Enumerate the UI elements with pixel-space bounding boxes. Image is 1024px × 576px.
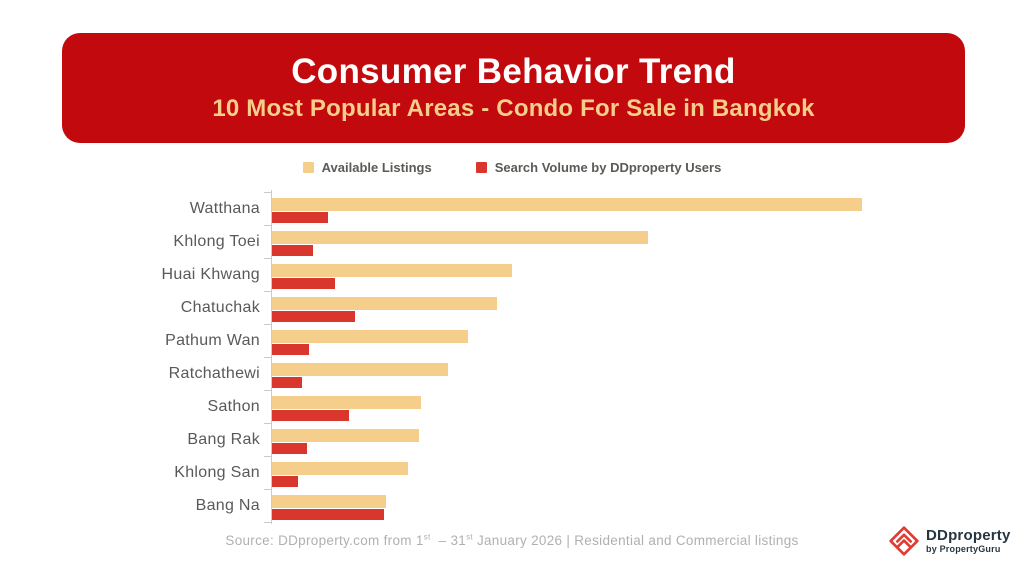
bar-search-volume xyxy=(272,476,298,487)
category-label: Huai Khwang xyxy=(161,266,260,283)
chart-row: Huai Khwang xyxy=(0,258,1024,291)
category-label: Chatuchak xyxy=(180,299,260,316)
axis-tick xyxy=(264,423,271,424)
legend-label-available: Available Listings xyxy=(321,159,432,175)
bar-search-volume xyxy=(272,410,350,421)
source-text: January 2026 | Residential and Commercia… xyxy=(472,533,799,548)
ddproperty-logo-text: DDproperty by PropertyGuru xyxy=(926,528,1011,554)
axis-tick xyxy=(264,390,271,391)
category-label: Bang Rak xyxy=(187,431,260,448)
ddproperty-logo: DDproperty by PropertyGuru xyxy=(888,525,1011,557)
source-text: – 31 xyxy=(430,533,467,548)
category-label: Bang Na xyxy=(195,497,260,514)
axis-tick xyxy=(264,324,271,325)
bar-search-volume xyxy=(272,509,385,520)
category-label: Pathum Wan xyxy=(165,332,260,349)
bar-available-listings xyxy=(272,429,419,442)
category-label: Ratchathewi xyxy=(168,365,260,382)
axis-tick xyxy=(264,225,271,226)
axis-tick xyxy=(264,291,271,292)
header-banner: Consumer Behavior Trend 10 Most Popular … xyxy=(62,33,965,143)
bar-search-volume xyxy=(272,245,313,256)
bar-available-listings xyxy=(272,297,497,310)
source-note: Source: DDproperty.com from 1st – 31st J… xyxy=(0,533,1024,548)
bar-search-volume xyxy=(272,377,303,388)
bar-available-listings xyxy=(272,462,409,475)
bar-available-listings xyxy=(272,396,422,409)
brand-byline: by PropertyGuru xyxy=(926,544,1001,554)
bar-available-listings xyxy=(272,198,862,211)
legend-label-search: Search Volume by DDproperty Users xyxy=(494,159,722,175)
category-label: Watthana xyxy=(189,200,260,217)
axis-tick xyxy=(264,258,271,259)
source-superscript: st xyxy=(423,532,431,542)
legend-swatch-search xyxy=(475,161,487,173)
chart-title: Consumer Behavior Trend xyxy=(291,51,736,91)
chart-row: Ratchathewi xyxy=(0,357,1024,390)
axis-tick xyxy=(264,357,271,358)
chart-row: Chatuchak xyxy=(0,291,1024,324)
bar-available-listings xyxy=(272,330,468,343)
axis-tick xyxy=(264,522,271,523)
axis-tick xyxy=(264,489,271,490)
legend-swatch-available xyxy=(302,161,314,173)
plot-area: Watthana Khlong Toei Huai Khwang Chatuchak P… xyxy=(0,190,1024,524)
bar-available-listings xyxy=(272,264,513,277)
bar-available-listings xyxy=(272,363,448,376)
bar-search-volume xyxy=(272,311,356,322)
bar-search-volume xyxy=(272,278,336,289)
chart-row: Khlong Toei xyxy=(0,225,1024,258)
source-text: Source: DDproperty.com from 1 xyxy=(225,533,424,548)
chart-row: Bang Rak xyxy=(0,423,1024,456)
legend: Available Listings Search Volume by DDpr… xyxy=(0,157,1024,177)
chart-row: Bang Na xyxy=(0,489,1024,522)
bar-search-volume xyxy=(272,443,307,454)
legend-item-available-listings: Available Listings xyxy=(302,159,432,175)
axis-tick xyxy=(264,456,271,457)
category-label: Sathon xyxy=(207,398,260,415)
source-superscript: st xyxy=(466,532,473,542)
axis-tick xyxy=(264,192,271,193)
category-axis-line xyxy=(271,190,272,524)
bar-available-listings xyxy=(272,231,648,244)
bar-available-listings xyxy=(272,495,386,508)
category-label: Khlong Toei xyxy=(173,233,260,250)
chart-row: Sathon xyxy=(0,390,1024,423)
bar-search-volume xyxy=(272,344,310,355)
chart-subtitle: 10 Most Popular Areas - Condo For Sale i… xyxy=(212,95,815,123)
legend-item-search-volume: Search Volume by DDproperty Users xyxy=(475,159,722,175)
chart-row: Khlong San xyxy=(0,456,1024,489)
ddproperty-logo-icon xyxy=(889,526,919,556)
chart-row: Pathum Wan xyxy=(0,324,1024,357)
brand-name: DDproperty xyxy=(926,527,1011,544)
category-label: Khlong San xyxy=(174,464,260,481)
chart-row: Watthana xyxy=(0,192,1024,225)
bar-search-volume xyxy=(272,212,329,223)
